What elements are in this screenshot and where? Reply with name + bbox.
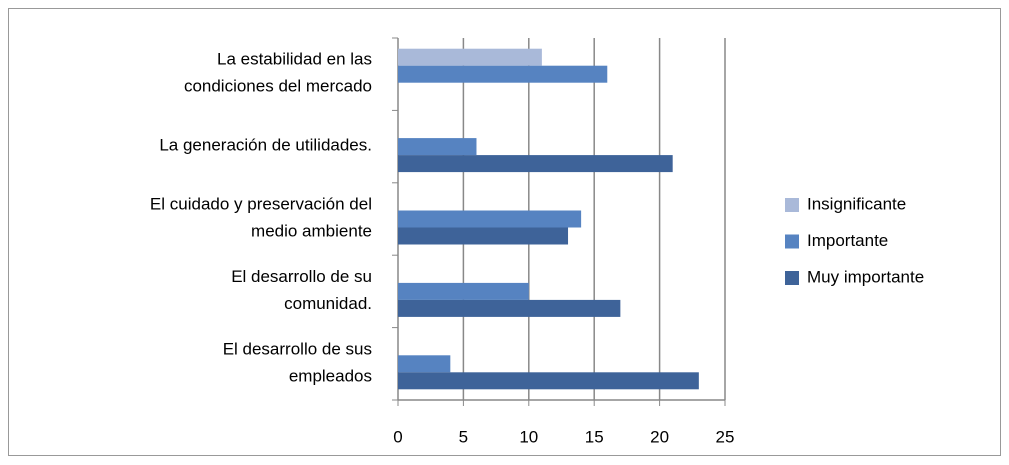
y-tick-label-line: comunidad.: [284, 294, 372, 313]
x-tick-label: 15: [585, 427, 604, 446]
bar: [398, 227, 569, 245]
y-tick-label-line: El desarrollo de sus: [223, 340, 372, 359]
y-tick-label: El desarrollo de sus empleados: [223, 340, 372, 386]
y-tick-label-line: La estabilidad en las: [217, 50, 372, 69]
bar: [398, 65, 608, 83]
legend-label: Insignificante: [807, 194, 906, 213]
bar: [398, 48, 542, 66]
y-tick-label: La estabilidad en las condiciones del mer…: [184, 50, 372, 96]
bar: [398, 138, 477, 156]
y-tick-label-line: empleados: [289, 367, 372, 386]
legend-swatch: [785, 234, 799, 249]
x-tick-label: 25: [716, 427, 735, 446]
y-tick-label: La generación de utilidades.: [159, 136, 372, 155]
y-tick-label: El cuidado y preservación del medio ambie…: [150, 195, 372, 241]
bar: [398, 299, 621, 317]
y-tick-label-line: El cuidado y preservación del: [150, 195, 372, 214]
y-tick-label-line: El desarrollo de su: [231, 267, 372, 286]
bar: [398, 372, 699, 390]
legend-label: Importante: [807, 231, 888, 250]
bar: [398, 210, 582, 228]
bar: [398, 155, 673, 173]
legend-swatch: [785, 198, 799, 212]
y-tick-label-line: condiciones del mercado: [184, 77, 372, 96]
legend-swatch: [785, 271, 799, 285]
x-tick-label: 10: [519, 427, 538, 446]
bar: [398, 282, 529, 300]
x-tick-label: 0: [393, 427, 402, 446]
legend-label: Muy importante: [807, 267, 924, 286]
x-tick-label: 5: [459, 427, 468, 446]
x-tick-label: 20: [650, 427, 669, 446]
bar: [398, 355, 451, 373]
y-tick-label: El desarrollo de su comunidad.: [231, 267, 372, 313]
y-tick-label-line: La generación de utilidades.: [159, 136, 372, 155]
y-tick-label-line: medio ambiente: [251, 222, 372, 241]
